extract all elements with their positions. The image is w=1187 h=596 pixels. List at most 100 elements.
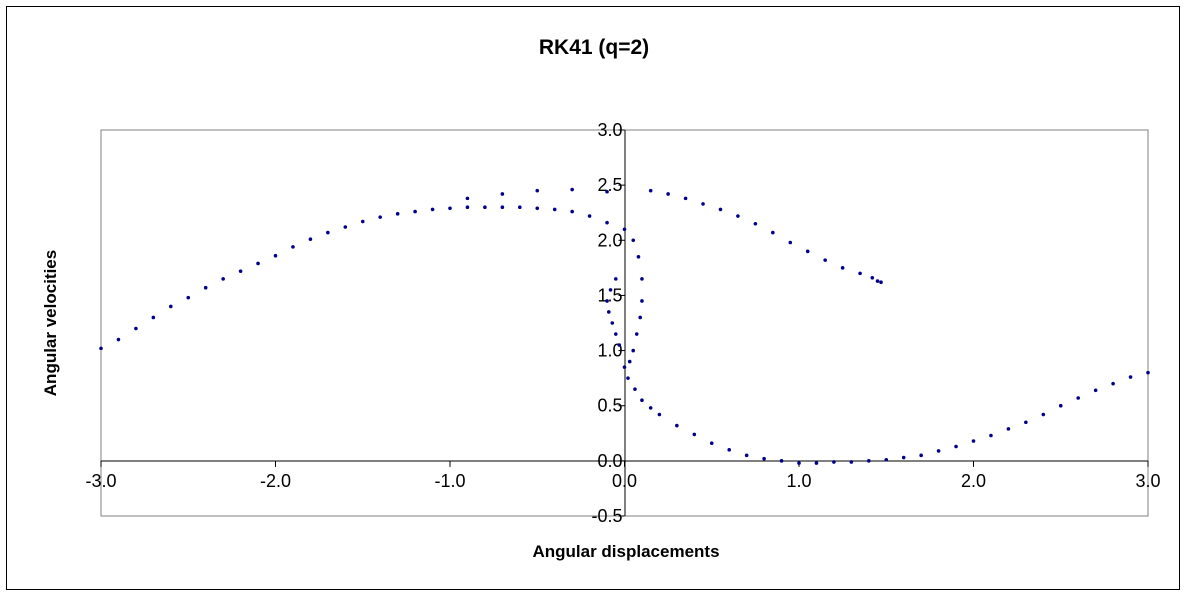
data-point [361, 220, 365, 224]
y-tick-label: 0.0 [597, 451, 622, 471]
data-point [221, 277, 225, 281]
data-point [736, 214, 740, 218]
data-point [867, 459, 871, 463]
data-point [876, 279, 880, 283]
data-point [169, 305, 173, 309]
data-point [134, 327, 138, 331]
y-tick-label: -0.5 [591, 506, 622, 526]
data-point [607, 310, 611, 314]
data-point [274, 254, 278, 258]
data-point [631, 349, 635, 353]
data-point [850, 460, 854, 464]
data-point [727, 448, 731, 452]
data-point [466, 197, 470, 201]
y-axis-title: Angular velocities [41, 250, 60, 396]
data-point [344, 225, 348, 229]
data-point [806, 250, 810, 254]
data-point [309, 237, 313, 241]
data-point [771, 231, 775, 235]
x-axis-title: Angular displacements [532, 542, 719, 561]
data-point [239, 269, 243, 273]
data-point [684, 197, 688, 201]
data-point [1094, 388, 1098, 392]
data-point [291, 245, 295, 249]
data-point [780, 459, 784, 463]
data-point [631, 238, 635, 242]
data-point [501, 192, 505, 196]
data-point [614, 332, 618, 336]
data-point [448, 207, 452, 211]
data-point [99, 347, 103, 351]
data-point [518, 205, 522, 209]
data-point [710, 441, 714, 445]
data-point [623, 227, 627, 231]
data-point [623, 365, 627, 369]
y-tick-label: 0.5 [597, 396, 622, 416]
data-point [186, 296, 190, 300]
data-point [413, 210, 417, 214]
x-tick-label: 3.0 [1135, 471, 1160, 491]
data-point [483, 205, 487, 209]
data-point [1007, 427, 1011, 431]
data-point [466, 205, 470, 209]
data-point [614, 277, 618, 281]
data-point [501, 205, 505, 209]
data-point [626, 376, 630, 380]
data-point [649, 189, 653, 193]
data-point [823, 258, 827, 262]
x-tick-label: 2.0 [961, 471, 986, 491]
data-point [605, 299, 609, 303]
data-point [1042, 413, 1046, 417]
data-point [326, 231, 330, 235]
data-point [610, 321, 614, 325]
data-point [902, 456, 906, 460]
data-point [638, 316, 642, 320]
data-point [570, 188, 574, 192]
data-point [1059, 404, 1063, 408]
data-point [841, 266, 845, 270]
data-point [832, 460, 836, 464]
data-point [658, 413, 662, 417]
data-point [635, 332, 639, 336]
data-point [797, 461, 801, 465]
data-point [535, 189, 539, 193]
data-point [535, 207, 539, 211]
data-point [605, 221, 609, 225]
data-point [256, 262, 260, 266]
data-point [637, 255, 641, 259]
data-point [870, 276, 874, 280]
data-point [617, 343, 621, 347]
data-point [675, 424, 679, 428]
data-point [152, 316, 156, 320]
data-point [378, 215, 382, 219]
data-point [719, 208, 723, 212]
data-point [570, 210, 574, 214]
x-tick-label: 1.0 [786, 471, 811, 491]
x-tick-label: 0.0 [612, 471, 637, 491]
data-point [1024, 420, 1028, 424]
x-tick-label: -1.0 [434, 471, 465, 491]
data-point [628, 360, 632, 364]
data-point [937, 449, 941, 453]
chart-title: RK41 (q=2) [539, 36, 649, 59]
data-point [431, 208, 435, 212]
data-point [884, 458, 888, 462]
data-point [693, 433, 697, 437]
y-axis-ticks: 3.0 2.5 2.0 1.5 1.0 0.5 0.0 -0.5 [591, 120, 624, 526]
data-point [754, 222, 758, 226]
y-tick-label: 3.0 [597, 120, 622, 140]
data-point [989, 434, 993, 438]
data-point [1111, 382, 1115, 386]
data-point [640, 277, 644, 281]
y-tick-label: 2.5 [597, 175, 622, 195]
x-tick-label: -3.0 [85, 471, 116, 491]
data-point [879, 280, 883, 284]
data-point [117, 338, 121, 342]
data-point [666, 192, 670, 196]
data-point [609, 288, 613, 292]
data-point [640, 299, 644, 303]
data-point [396, 212, 400, 216]
data-point [553, 208, 557, 212]
data-point [1129, 375, 1133, 379]
